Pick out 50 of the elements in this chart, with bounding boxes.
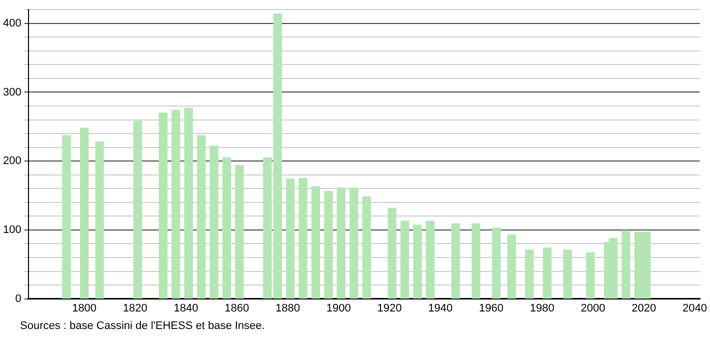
bar (95, 141, 104, 299)
x-tick-label: 1960 (478, 302, 504, 314)
bar (622, 230, 630, 299)
bar (362, 196, 371, 299)
bar (400, 220, 410, 299)
bar (492, 228, 501, 299)
bar (222, 157, 232, 299)
bar (563, 250, 572, 299)
x-tick-label: 1800 (72, 302, 97, 314)
bar (350, 188, 358, 299)
bar (413, 224, 422, 299)
bar (324, 191, 333, 299)
y-tick-label: 400 (2, 17, 22, 30)
bar (184, 108, 193, 299)
x-tick-label: 1900 (326, 302, 351, 314)
bar (210, 146, 218, 299)
bar (286, 178, 295, 299)
bar (62, 135, 71, 299)
bar (196, 135, 206, 299)
bar (525, 250, 534, 299)
bar (472, 223, 480, 299)
bar (80, 128, 89, 299)
x-tick-label: 1840 (174, 302, 198, 314)
x-tick-label: 2000 (580, 302, 606, 314)
source-note: Sources : base Cassini de l'EHESS et base Insee. (20, 320, 265, 332)
bar (451, 223, 460, 299)
x-tick-label: 1980 (530, 302, 554, 314)
bar (133, 120, 142, 299)
x-tick-label: 1940 (428, 302, 453, 314)
y-tick-label: 200 (2, 155, 22, 168)
bar (235, 164, 244, 299)
y-tick-label: 0 (15, 292, 22, 305)
x-tick-label: 1880 (276, 302, 300, 314)
bar (426, 220, 435, 299)
bar (311, 186, 320, 299)
x-tick-label: 2040 (682, 302, 707, 314)
bar (336, 188, 346, 299)
bar (158, 112, 168, 299)
bar (388, 208, 396, 299)
bar (542, 248, 552, 299)
x-tick-label: 2020 (632, 302, 656, 314)
x-tick-label: 1860 (224, 302, 250, 314)
y-tick-label: 300 (2, 86, 22, 98)
y-tick-label: 100 (2, 224, 22, 236)
bar (586, 252, 595, 299)
x-tick-label: 1920 (377, 302, 402, 314)
bar (298, 178, 308, 299)
x-tick-label: 1820 (122, 302, 148, 314)
bar (507, 234, 516, 299)
bar (172, 110, 180, 299)
